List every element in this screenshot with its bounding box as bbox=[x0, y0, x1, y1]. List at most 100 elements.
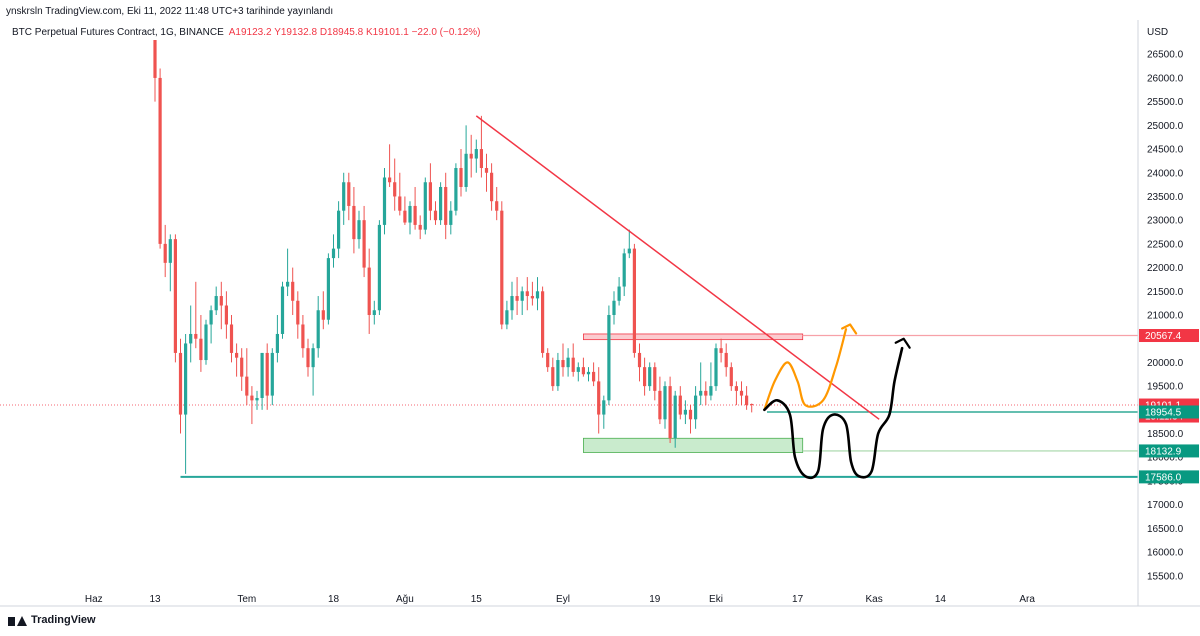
candle bbox=[173, 234, 177, 363]
x-tick-label: 19 bbox=[649, 594, 661, 605]
candle bbox=[566, 348, 570, 377]
candle bbox=[331, 234, 336, 268]
candle bbox=[433, 201, 438, 225]
candle bbox=[490, 163, 494, 211]
candle bbox=[551, 357, 555, 391]
symbol-legend[interactable]: BTC Perpetual Futures Contract, 1G, BINA… bbox=[12, 27, 481, 38]
price-axis-label-text: 18132.9 bbox=[1145, 446, 1182, 457]
candle bbox=[260, 352, 264, 410]
candle bbox=[301, 315, 305, 358]
candle bbox=[581, 357, 585, 377]
candle bbox=[178, 338, 183, 434]
x-tick-label: Ara bbox=[1019, 594, 1035, 605]
candle bbox=[291, 267, 295, 315]
candle bbox=[158, 68, 162, 249]
candle bbox=[255, 390, 259, 410]
candle bbox=[530, 281, 534, 306]
candle bbox=[729, 362, 733, 391]
candle bbox=[286, 248, 290, 297]
y-tick-label: 18500.0 bbox=[1147, 429, 1184, 440]
x-tick-label: 18 bbox=[328, 594, 340, 605]
candle bbox=[612, 291, 616, 325]
candle bbox=[270, 348, 274, 406]
candle bbox=[709, 362, 713, 401]
candle bbox=[586, 367, 591, 382]
y-tick-label: 16500.0 bbox=[1147, 524, 1184, 535]
symbol-name: BTC Perpetual Futures Contract, 1G, BINA… bbox=[12, 27, 224, 38]
y-tick-label: 16000.0 bbox=[1147, 548, 1184, 559]
footer-brand[interactable]: TradingView bbox=[8, 614, 96, 626]
candle bbox=[484, 153, 489, 192]
candle bbox=[576, 362, 580, 382]
candle bbox=[479, 115, 483, 178]
y-tick-label: 26000.0 bbox=[1147, 73, 1184, 84]
candle bbox=[602, 395, 606, 429]
candle bbox=[704, 381, 708, 406]
candle bbox=[449, 201, 453, 235]
candle bbox=[229, 315, 234, 363]
y-tick-label: 22500.0 bbox=[1147, 239, 1184, 250]
candle bbox=[734, 381, 738, 406]
candle bbox=[546, 348, 550, 372]
candle bbox=[474, 139, 478, 173]
candle bbox=[224, 291, 228, 339]
candle bbox=[750, 403, 754, 413]
candle bbox=[535, 277, 540, 311]
candle bbox=[204, 319, 208, 365]
ohlc-close: K19101.1 bbox=[365, 27, 409, 38]
candle bbox=[296, 291, 300, 339]
orange-forecast-path[interactable] bbox=[763, 328, 848, 411]
price-axis-label: 20567.4 bbox=[1139, 329, 1199, 343]
candle bbox=[459, 149, 463, 197]
candle bbox=[240, 348, 244, 391]
candle bbox=[699, 362, 703, 406]
y-tick-label: 25000.0 bbox=[1147, 121, 1184, 132]
candle bbox=[347, 172, 351, 221]
x-tick-label: 15 bbox=[471, 594, 483, 605]
candle bbox=[316, 296, 320, 358]
candle bbox=[280, 281, 285, 339]
trendline[interactable] bbox=[475, 115, 880, 420]
price-axis-label: 17586.0 bbox=[1139, 470, 1199, 484]
candle bbox=[357, 210, 361, 249]
candle bbox=[556, 352, 560, 391]
candle bbox=[627, 229, 631, 259]
x-tick-label: 13 bbox=[149, 594, 161, 605]
candle bbox=[607, 305, 611, 406]
candle bbox=[668, 376, 672, 444]
candle bbox=[367, 248, 371, 334]
candle bbox=[342, 172, 346, 225]
black-forecast-path[interactable] bbox=[763, 346, 904, 480]
candle bbox=[739, 381, 744, 406]
candle bbox=[643, 357, 647, 396]
price-axis-label-text: 20567.4 bbox=[1145, 331, 1182, 342]
x-tick-label: Eyl bbox=[556, 594, 570, 605]
candle bbox=[653, 362, 657, 401]
candle bbox=[413, 186, 417, 230]
x-tick-label: Kas bbox=[865, 594, 882, 605]
candle bbox=[745, 386, 749, 410]
candle bbox=[321, 291, 325, 330]
candle bbox=[377, 220, 381, 315]
x-tick-label: 14 bbox=[935, 594, 947, 605]
tradingview-logo-icon bbox=[8, 615, 27, 626]
candle bbox=[408, 201, 412, 235]
candle bbox=[403, 196, 407, 225]
candle bbox=[219, 281, 223, 330]
drawings-layer bbox=[475, 115, 911, 480]
x-tick-label: 17 bbox=[792, 594, 804, 605]
candle bbox=[250, 386, 254, 425]
candle bbox=[352, 186, 356, 254]
candle bbox=[469, 134, 473, 178]
candle bbox=[153, 40, 157, 102]
footer-brand-text: TradingView bbox=[31, 614, 96, 626]
candle bbox=[168, 234, 172, 292]
candle bbox=[688, 405, 693, 434]
candle bbox=[398, 172, 402, 216]
y-tick-label: 23500.0 bbox=[1147, 192, 1184, 203]
candle bbox=[382, 168, 387, 235]
candle bbox=[617, 277, 621, 306]
candle bbox=[515, 277, 519, 315]
y-tick-label: 24500.0 bbox=[1147, 145, 1184, 156]
